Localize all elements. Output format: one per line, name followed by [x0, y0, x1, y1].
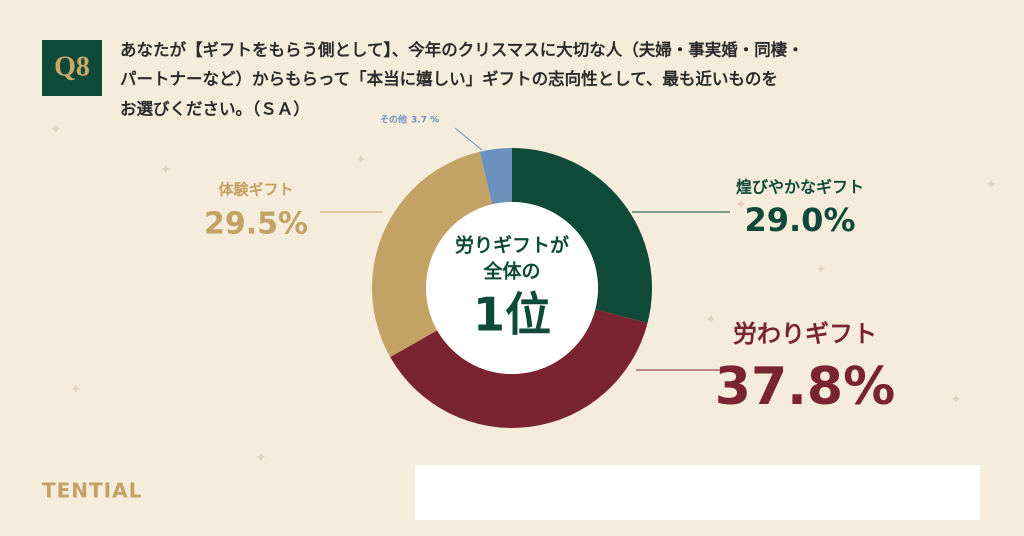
- svg-text:✦: ✦: [735, 197, 747, 213]
- svg-text:✦: ✦: [355, 152, 367, 168]
- question-line: あなたが【ギフトをもらう側として】、今年のクリスマスに大切な人（夫婦・事実婚・同…: [120, 40, 804, 60]
- brand: TENTIAL: [42, 479, 142, 503]
- svg-text:✦: ✦: [705, 312, 717, 328]
- svg-text:✦: ✦: [160, 162, 172, 178]
- leader-line: [454, 127, 483, 151]
- badge-box: [42, 40, 102, 96]
- legend-box: [415, 465, 980, 520]
- donut-slice: [390, 309, 648, 429]
- slice-name: その他: [380, 114, 407, 126]
- donut-slice: [512, 148, 652, 323]
- slice-name: 煌びやかなギフト: [736, 178, 864, 197]
- center-text: 1位: [473, 288, 551, 342]
- svg-text:✦: ✦: [950, 392, 962, 408]
- question-line: パートナーなど）からもらって「本当に嬉しい」ギフトの志向性として、最も近いものを: [120, 69, 778, 89]
- svg-text:✦: ✦: [985, 177, 997, 193]
- question-line: お選びください。（ＳＡ）: [120, 99, 310, 119]
- center-text: 労りギフトが: [455, 234, 569, 257]
- donut-slice: [479, 148, 512, 205]
- slice-name: 労わりギフト: [733, 320, 877, 348]
- slice-value: 37.8%: [715, 357, 895, 417]
- svg-text:✦: ✦: [50, 122, 62, 138]
- badge: Q8: [54, 51, 90, 82]
- slice-value: 3.7 %: [411, 116, 439, 126]
- slice-name: 体験ギフト: [218, 181, 293, 199]
- decor-stars: ✦ ✦ ✦ ✦ ✦ ✦ ✦ ✦ ✦ ✦: [50, 122, 997, 466]
- svg-text:✦: ✦: [815, 262, 827, 278]
- center-text: 全体の: [482, 260, 540, 283]
- donut-hole: [426, 202, 598, 374]
- slice-value: 29.0%: [744, 201, 855, 239]
- svg-text:✦: ✦: [70, 382, 82, 398]
- svg-text:✦: ✦: [255, 450, 267, 466]
- donut-slice: [372, 151, 493, 357]
- slice-value: 29.5%: [204, 207, 308, 242]
